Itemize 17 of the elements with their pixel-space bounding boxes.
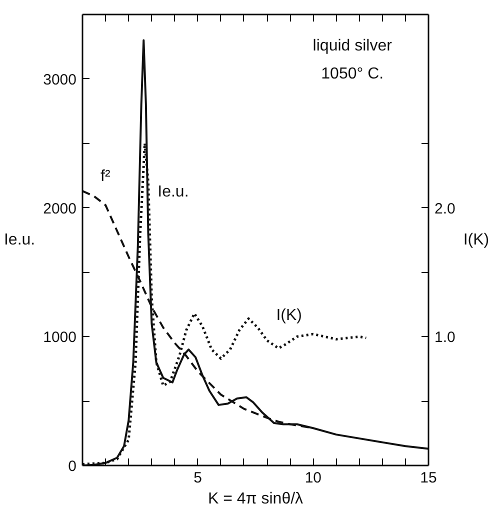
series-label: I(K) — [276, 306, 302, 324]
x-tick-label: 15 — [420, 470, 437, 486]
y2-axis-title: I(K) — [463, 232, 490, 248]
y-tick-label: 2000 — [43, 200, 77, 218]
y-tick-label: 1000 — [43, 329, 77, 346]
y2-tick-label: 2.0 — [434, 200, 456, 218]
x-tick-label: 10 — [304, 470, 322, 486]
x-tick-label: 5 — [194, 470, 202, 486]
series-label: f² — [100, 168, 111, 186]
y-tick-label: 0 — [68, 458, 76, 475]
y-axis-title: Ie.u. — [4, 232, 36, 248]
annotation: liquid silver — [312, 38, 393, 54]
annotation: 1050° C. — [321, 66, 384, 82]
y2-tick-label: 1.0 — [434, 329, 456, 346]
series-label: Ie.u. — [158, 183, 189, 200]
x-axis-title: K = 4π sinθ/λ — [208, 490, 304, 508]
y-tick-label: 3000 — [43, 71, 77, 88]
